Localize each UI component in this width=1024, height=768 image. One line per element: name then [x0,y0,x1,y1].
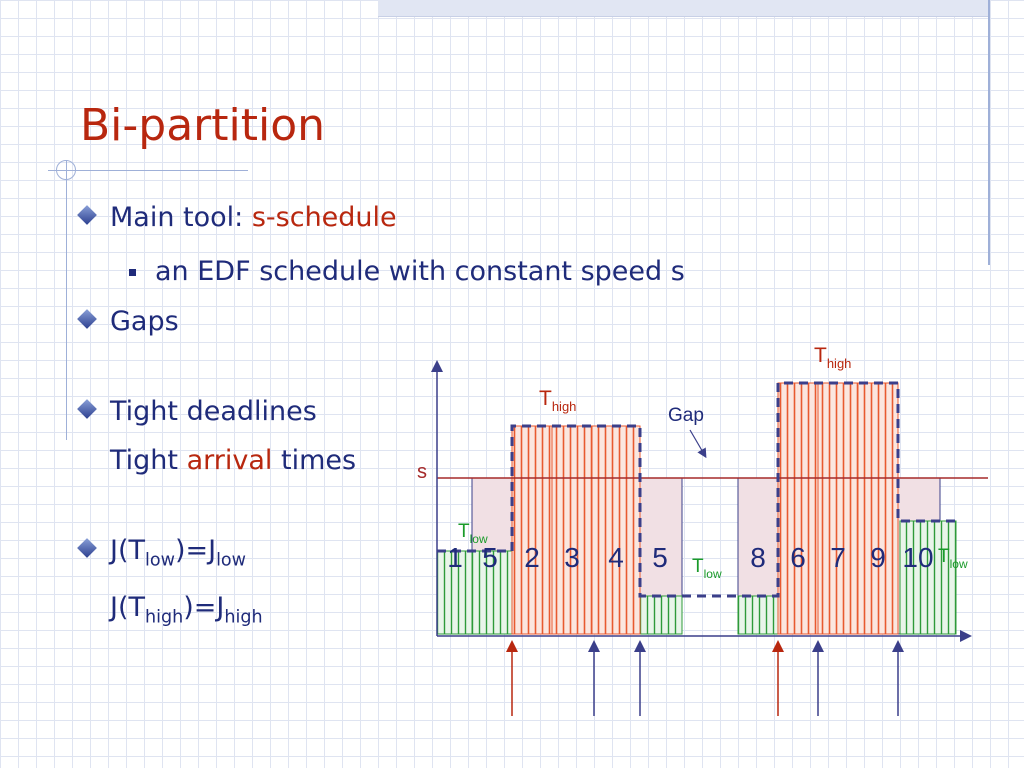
title-underline [48,170,248,171]
high-job-block [857,382,899,635]
subbullet-edf: an EDF schedule with constant speed s [129,256,685,287]
bullet-text: Tight deadlines [110,396,317,427]
job-label: 6 [790,542,806,573]
job-label: 9 [870,542,886,573]
formula-part: J(T [110,535,145,566]
bullet-gaps: Gaps [77,306,179,337]
formula-part: J(T [110,592,145,623]
left-decoration-line [66,160,67,440]
job-label: 1 [447,542,463,573]
bullet-text: times [272,445,357,476]
low-job-block [639,595,683,635]
right-decoration-line [988,0,990,265]
bullet-tight-arrival: Tight arrival times [110,445,356,476]
bullet-tight-deadlines: Tight deadlines [77,396,317,427]
bipartition-outline [437,381,956,598]
bullet-highlight: s-schedule [251,202,397,233]
bullet-text: an EDF schedule with constant speed s [155,256,685,287]
t-high-label: Thigh [539,387,576,414]
low-job-block [737,595,779,635]
formula-sub: high [224,607,263,628]
formula-sub: low [145,550,175,571]
low-job-block [436,550,473,635]
gap-label: Gap [668,405,704,426]
high-job-block [551,425,593,635]
bullet-text: Tight [110,445,187,476]
high-job-block [511,425,553,635]
low-job-block [899,520,957,635]
t-low-label: Tlow [458,521,488,546]
t-low-label: Tlow [692,556,722,581]
high-job-block [591,425,641,635]
t-high-label: Thigh [814,344,851,371]
formula-part: )=J [183,592,225,623]
t-low-label: Tlow [938,546,968,571]
job-label: 8 [750,542,766,573]
job-label: 4 [608,542,624,573]
bullet-j-high: J(Thigh)=Jhigh [110,592,263,627]
job-label: 5 [652,542,668,573]
top-decoration-band [378,0,988,17]
high-job-block [817,382,859,635]
speed-label: s [417,461,427,483]
bullet-text: Gaps [110,306,179,337]
bullet-highlight: arrival [186,445,273,476]
bullet-main-tool: Main tool: s-schedule [77,202,397,233]
job-label: 5 [482,542,498,573]
high-job-block [777,382,819,635]
job-label: 7 [830,542,846,573]
bullet-text: Main tool: [110,202,252,233]
bullet-j-low: J(Tlow)=Jlow [77,535,246,571]
decoration-circle [56,160,76,180]
gap-pointer-arrow [689,429,707,459]
formula-sub: high [145,607,184,628]
formula-part: )=J [174,535,217,566]
job-label: 2 [524,542,540,573]
job-label: 10 [902,542,933,573]
slide-title: Bi-partition [80,100,326,151]
job-label: 3 [564,542,580,573]
square-bullet-icon [129,269,136,276]
formula-sub: low [216,550,246,571]
low-job-block [471,550,513,635]
